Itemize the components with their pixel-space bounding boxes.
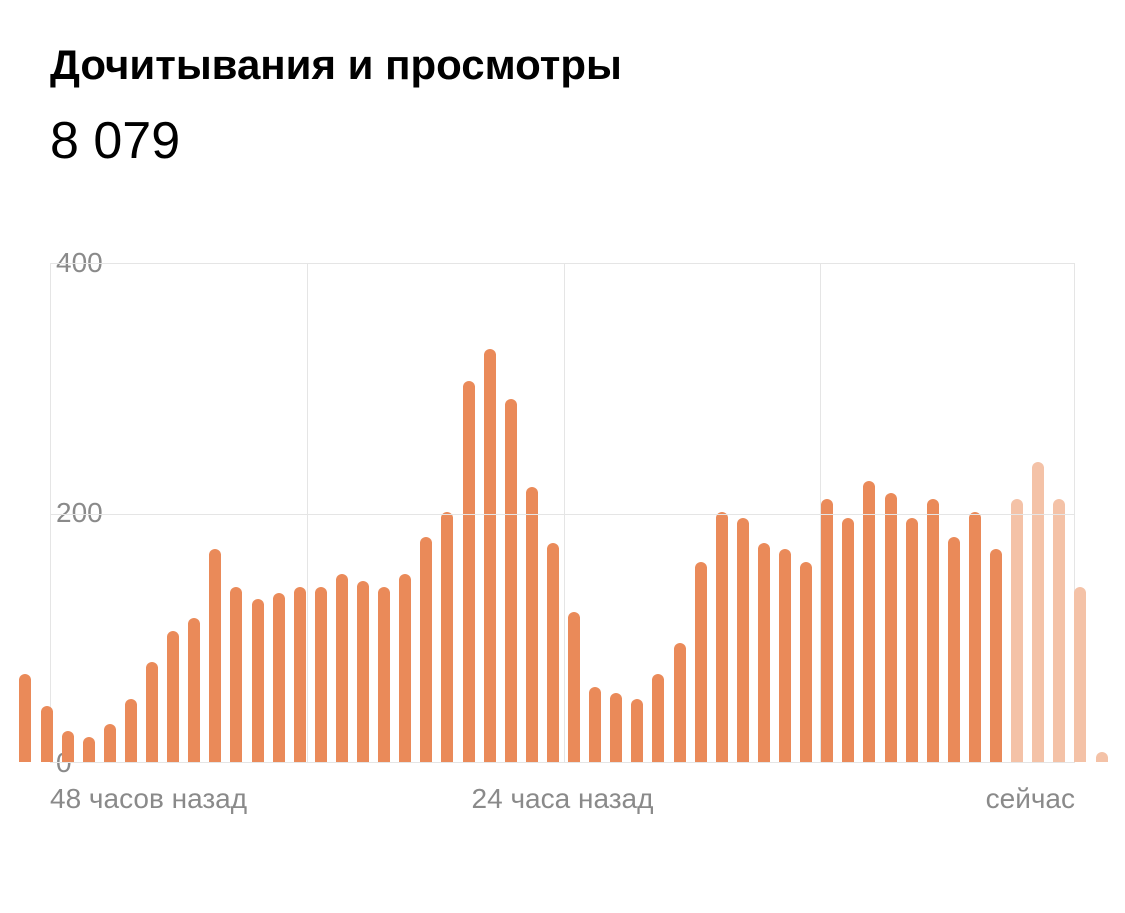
bar [315, 587, 327, 762]
gridline-h [51, 514, 1074, 515]
bar [821, 499, 833, 762]
bar [463, 381, 475, 762]
bar [62, 731, 74, 762]
bar [420, 537, 432, 762]
x-axis-labels: 48 часов назад 24 часа назад сейчас [50, 783, 1075, 823]
bar [146, 662, 158, 762]
bar [188, 618, 200, 762]
bar [631, 699, 643, 762]
gridline-v [820, 264, 821, 762]
bar [758, 543, 770, 762]
gridline-v [307, 264, 308, 762]
x-axis-label: 48 часов назад [50, 783, 247, 815]
bar [83, 737, 95, 762]
bar [230, 587, 242, 762]
bar [1011, 499, 1023, 762]
bar [610, 693, 622, 762]
chart-title: Дочитывания и просмотры [50, 40, 1075, 90]
bar [167, 631, 179, 762]
bars-layer [51, 264, 1074, 762]
bar [294, 587, 306, 762]
x-axis-label: сейчас [986, 783, 1075, 815]
gridline-v [564, 264, 565, 762]
plot-area [50, 263, 1075, 763]
bar [125, 699, 137, 762]
bar [800, 562, 812, 762]
bar [990, 549, 1002, 762]
bar [378, 587, 390, 762]
bar [1096, 752, 1108, 762]
bar [948, 537, 960, 762]
bar [674, 643, 686, 762]
bar [399, 574, 411, 762]
bar [737, 518, 749, 762]
bar [104, 724, 116, 762]
chart-area: 4002000 48 часов назад24 часа назадсейча… [50, 223, 1075, 843]
bar [209, 549, 221, 762]
bar [652, 674, 664, 762]
bar [716, 512, 728, 762]
x-axis-label: 24 часа назад [472, 783, 654, 815]
bar [526, 487, 538, 762]
bar [505, 399, 517, 762]
bar [1074, 587, 1086, 762]
bar [969, 512, 981, 762]
bar [1032, 462, 1044, 762]
bar [336, 574, 348, 762]
bar [863, 481, 875, 762]
bar [695, 562, 707, 762]
bar [252, 599, 264, 762]
bar [484, 349, 496, 762]
bar [547, 543, 559, 762]
bar [779, 549, 791, 762]
bar [19, 674, 31, 762]
bar [589, 687, 601, 762]
bar [1053, 499, 1065, 762]
bar [885, 493, 897, 762]
bar [906, 518, 918, 762]
bar [568, 612, 580, 762]
bar [842, 518, 854, 762]
bar [273, 593, 285, 762]
bar [927, 499, 939, 762]
bar [41, 706, 53, 762]
chart-total: 8 079 [50, 110, 1075, 172]
bar [357, 581, 369, 762]
bar [441, 512, 453, 762]
